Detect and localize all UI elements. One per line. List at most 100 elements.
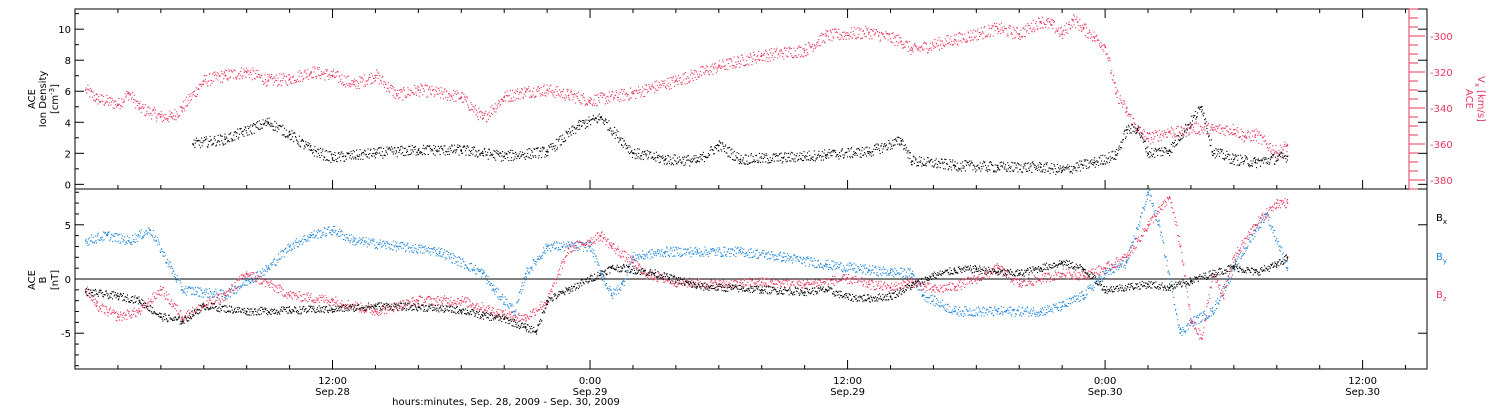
density-series-sample	[1016, 162, 1018, 164]
density-series-sample	[443, 152, 445, 154]
vx-series-sample	[908, 46, 910, 48]
density-series	[192, 105, 1289, 175]
vx-series-sample	[322, 73, 324, 75]
density-series-sample	[220, 135, 222, 137]
density-series-sample	[992, 171, 994, 173]
vx-series-sample	[593, 104, 595, 106]
density-series-sample	[244, 129, 246, 131]
density-series-sample	[1099, 157, 1101, 159]
vx-series-sample	[1255, 128, 1257, 130]
vx-series-sample	[314, 66, 316, 68]
vx-series-sample	[403, 89, 405, 91]
by-series-sample	[427, 250, 429, 252]
density-series-sample	[1212, 154, 1214, 156]
by-series-sample	[379, 242, 381, 244]
density-series-sample	[379, 152, 381, 154]
vx-series-sample	[916, 46, 918, 48]
density-series-sample	[718, 150, 720, 152]
vx-series-sample	[1111, 70, 1113, 72]
density-series-sample	[882, 148, 884, 150]
density-series-sample	[1241, 156, 1243, 158]
vx-series-sample	[789, 47, 791, 49]
density-series-sample	[302, 139, 304, 141]
vx-series-sample	[102, 96, 104, 98]
vx-series-sample	[644, 88, 646, 90]
density-series-sample	[268, 122, 270, 124]
density-series-sample	[373, 155, 375, 157]
density-series-sample	[224, 133, 226, 135]
density-series-sample	[741, 160, 743, 162]
density-series-sample	[1101, 163, 1103, 165]
vx-series-sample	[467, 104, 469, 106]
density-series-sample	[1082, 165, 1084, 167]
by-series-sample	[362, 240, 364, 242]
vx-series-sample	[901, 43, 903, 45]
density-series-sample	[848, 150, 850, 152]
vx-series-sample	[279, 73, 281, 75]
by-series-sample	[458, 257, 460, 259]
density-series-sample	[888, 143, 890, 145]
density-series-sample	[277, 127, 279, 129]
vx-series-sample	[656, 85, 658, 87]
by-series-sample	[431, 248, 433, 250]
by-series-sample	[444, 249, 446, 251]
by-series-sample	[118, 233, 120, 235]
vx-series-sample	[552, 93, 554, 95]
density-series-sample	[846, 151, 848, 153]
vx-series-sample	[324, 72, 326, 74]
by-series-sample	[184, 288, 186, 290]
vx-series-sample	[696, 78, 698, 80]
vx-series-sample	[620, 89, 622, 91]
density-series-sample	[843, 157, 845, 159]
density-series-sample	[210, 139, 212, 141]
density-series-sample	[530, 158, 532, 160]
by-series-sample	[172, 268, 174, 270]
density-series-sample	[995, 170, 997, 172]
vx-series-sample	[504, 91, 506, 93]
vx-series-sample	[1210, 126, 1212, 128]
vx-series-sample	[1227, 131, 1229, 133]
density-series-sample	[1217, 151, 1219, 153]
vx-series-sample	[692, 72, 694, 74]
density-series-sample	[526, 149, 528, 151]
vx-series-sample	[727, 69, 729, 71]
vx-series-sample	[1181, 127, 1183, 129]
vx-series-sample	[428, 89, 430, 91]
by-series-sample	[148, 227, 150, 229]
density-series-sample	[372, 152, 374, 154]
vx-series-sample	[1103, 50, 1105, 52]
density-series-sample	[1268, 163, 1270, 165]
by-series-sample	[185, 294, 187, 296]
vx-series-sample	[395, 98, 397, 100]
density-series-sample	[1003, 168, 1005, 170]
by-series-sample	[246, 280, 248, 282]
vx-series-point	[567, 94, 570, 97]
density-series-sample	[1175, 144, 1177, 146]
density-series-sample	[518, 153, 520, 155]
vx-series-sample	[571, 93, 573, 95]
vx-series-sample	[781, 52, 783, 54]
density-series-sample	[863, 148, 865, 150]
by-series-sample	[188, 286, 190, 288]
vx-series-sample	[600, 92, 602, 94]
by-series-sample	[416, 251, 418, 253]
by-series-sample	[418, 246, 420, 248]
density-series-sample	[932, 166, 934, 168]
vx-series-sample	[679, 77, 681, 79]
density-series-sample	[638, 152, 640, 154]
vx-series-sample	[116, 105, 118, 107]
by-series-point	[911, 272, 913, 275]
density-series-sample	[429, 145, 431, 147]
density-series-sample	[282, 124, 284, 126]
vx-series-sample	[517, 98, 519, 100]
density-series-sample	[1013, 169, 1015, 171]
vx-series-sample	[909, 49, 911, 51]
vx-series-sample	[381, 77, 383, 79]
density-series-sample	[460, 151, 462, 153]
density-series-sample	[423, 144, 425, 146]
density-series-sample	[620, 137, 622, 139]
density-series-sample	[527, 156, 529, 158]
by-series-sample	[274, 263, 276, 265]
vx-series-sample	[846, 34, 848, 36]
vx-series-sample	[533, 96, 535, 98]
